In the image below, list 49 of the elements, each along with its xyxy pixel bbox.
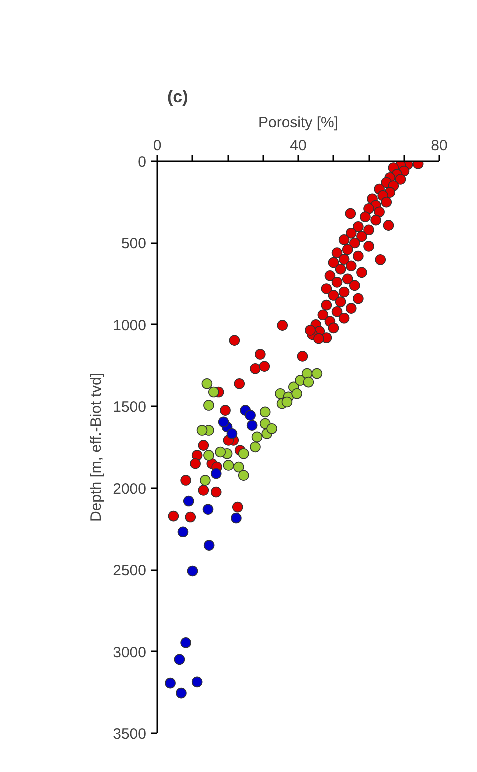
point bbox=[180, 638, 192, 648]
x-axis-title: Porosity [%] bbox=[258, 114, 339, 132]
y-tick-label: 0 bbox=[138, 154, 146, 171]
point bbox=[192, 676, 203, 688]
point bbox=[208, 386, 220, 398]
y-tick-label: 3500 bbox=[113, 726, 147, 743]
y-axis-title: Depth [m, eff.-Biot tvd] bbox=[88, 373, 106, 522]
x-tick-label: 80 bbox=[431, 138, 448, 154]
point bbox=[202, 504, 214, 515]
point bbox=[231, 512, 242, 524]
point bbox=[246, 420, 258, 431]
point bbox=[312, 368, 323, 380]
point bbox=[234, 462, 244, 473]
point bbox=[238, 448, 250, 460]
point bbox=[282, 396, 293, 408]
point bbox=[223, 460, 234, 471]
x-tick-label: 0 bbox=[153, 138, 162, 154]
point bbox=[266, 423, 278, 434]
chart-title: (c) bbox=[168, 88, 188, 106]
y-tick-label: 2000 bbox=[113, 480, 147, 498]
point bbox=[303, 376, 314, 388]
y-tick-label: 3000 bbox=[113, 644, 147, 662]
point bbox=[187, 566, 198, 577]
point bbox=[183, 496, 194, 507]
point bbox=[245, 410, 256, 421]
point bbox=[292, 388, 302, 400]
y-tick-label: 1000 bbox=[113, 317, 147, 334]
point bbox=[260, 406, 271, 418]
y-tick-label: 500 bbox=[121, 236, 147, 253]
point bbox=[218, 416, 230, 428]
point bbox=[174, 654, 186, 666]
point bbox=[204, 540, 215, 551]
point bbox=[176, 688, 187, 699]
point bbox=[250, 442, 261, 453]
point bbox=[210, 468, 222, 480]
point bbox=[226, 428, 238, 440]
point bbox=[204, 400, 214, 411]
point bbox=[215, 446, 226, 458]
x-tick-label: 40 bbox=[290, 138, 307, 154]
point bbox=[252, 432, 263, 443]
point bbox=[200, 475, 211, 486]
point bbox=[238, 470, 250, 481]
y-tick-label: 2500 bbox=[113, 562, 147, 580]
point bbox=[202, 378, 213, 390]
point bbox=[178, 526, 189, 538]
point bbox=[204, 450, 214, 461]
point bbox=[165, 678, 176, 689]
y-tick-label: 1500 bbox=[113, 399, 147, 416]
point bbox=[196, 425, 208, 436]
